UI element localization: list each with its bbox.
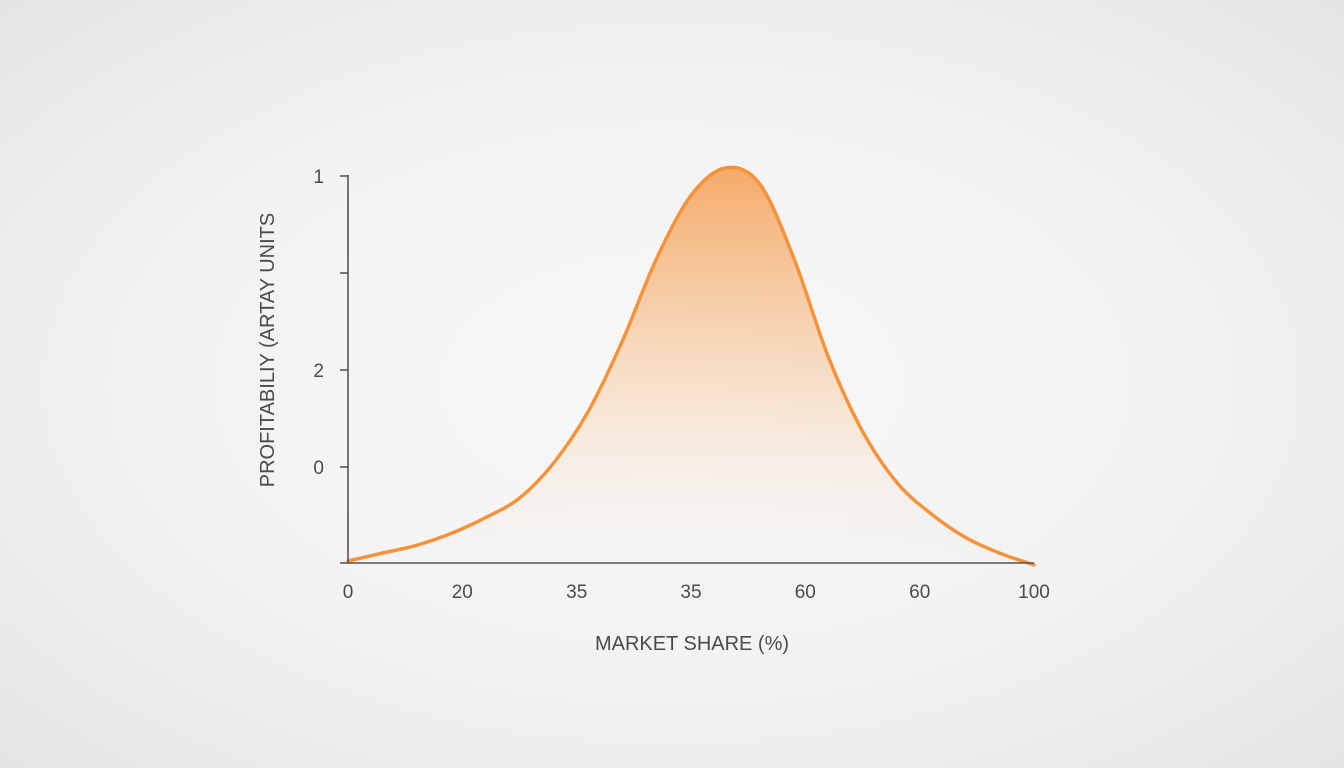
y-tick-label: 0 xyxy=(313,458,324,479)
y-axis-ticks: 1 2 0 xyxy=(313,167,348,479)
y-tick-label: 2 xyxy=(313,361,324,382)
x-axis-ticks: 0 20 35 35 60 60 100 xyxy=(343,582,1050,603)
area-fill xyxy=(348,167,1034,565)
x-tick-label: 60 xyxy=(795,582,816,603)
x-tick-label: 35 xyxy=(566,582,587,603)
x-tick-label: 60 xyxy=(909,582,930,603)
x-tick-label: 100 xyxy=(1018,582,1050,603)
y-tick-label: 1 xyxy=(313,167,324,188)
series-line xyxy=(346,165,1036,567)
x-tick-label: 20 xyxy=(452,582,473,603)
x-tick-label: 35 xyxy=(680,582,701,603)
y-axis-title: PROFITABILIY (ARTAY UNITS xyxy=(257,213,279,488)
x-axis-title: MARKET SHARE (%) xyxy=(595,633,789,655)
x-tick-label: 0 xyxy=(343,582,354,603)
